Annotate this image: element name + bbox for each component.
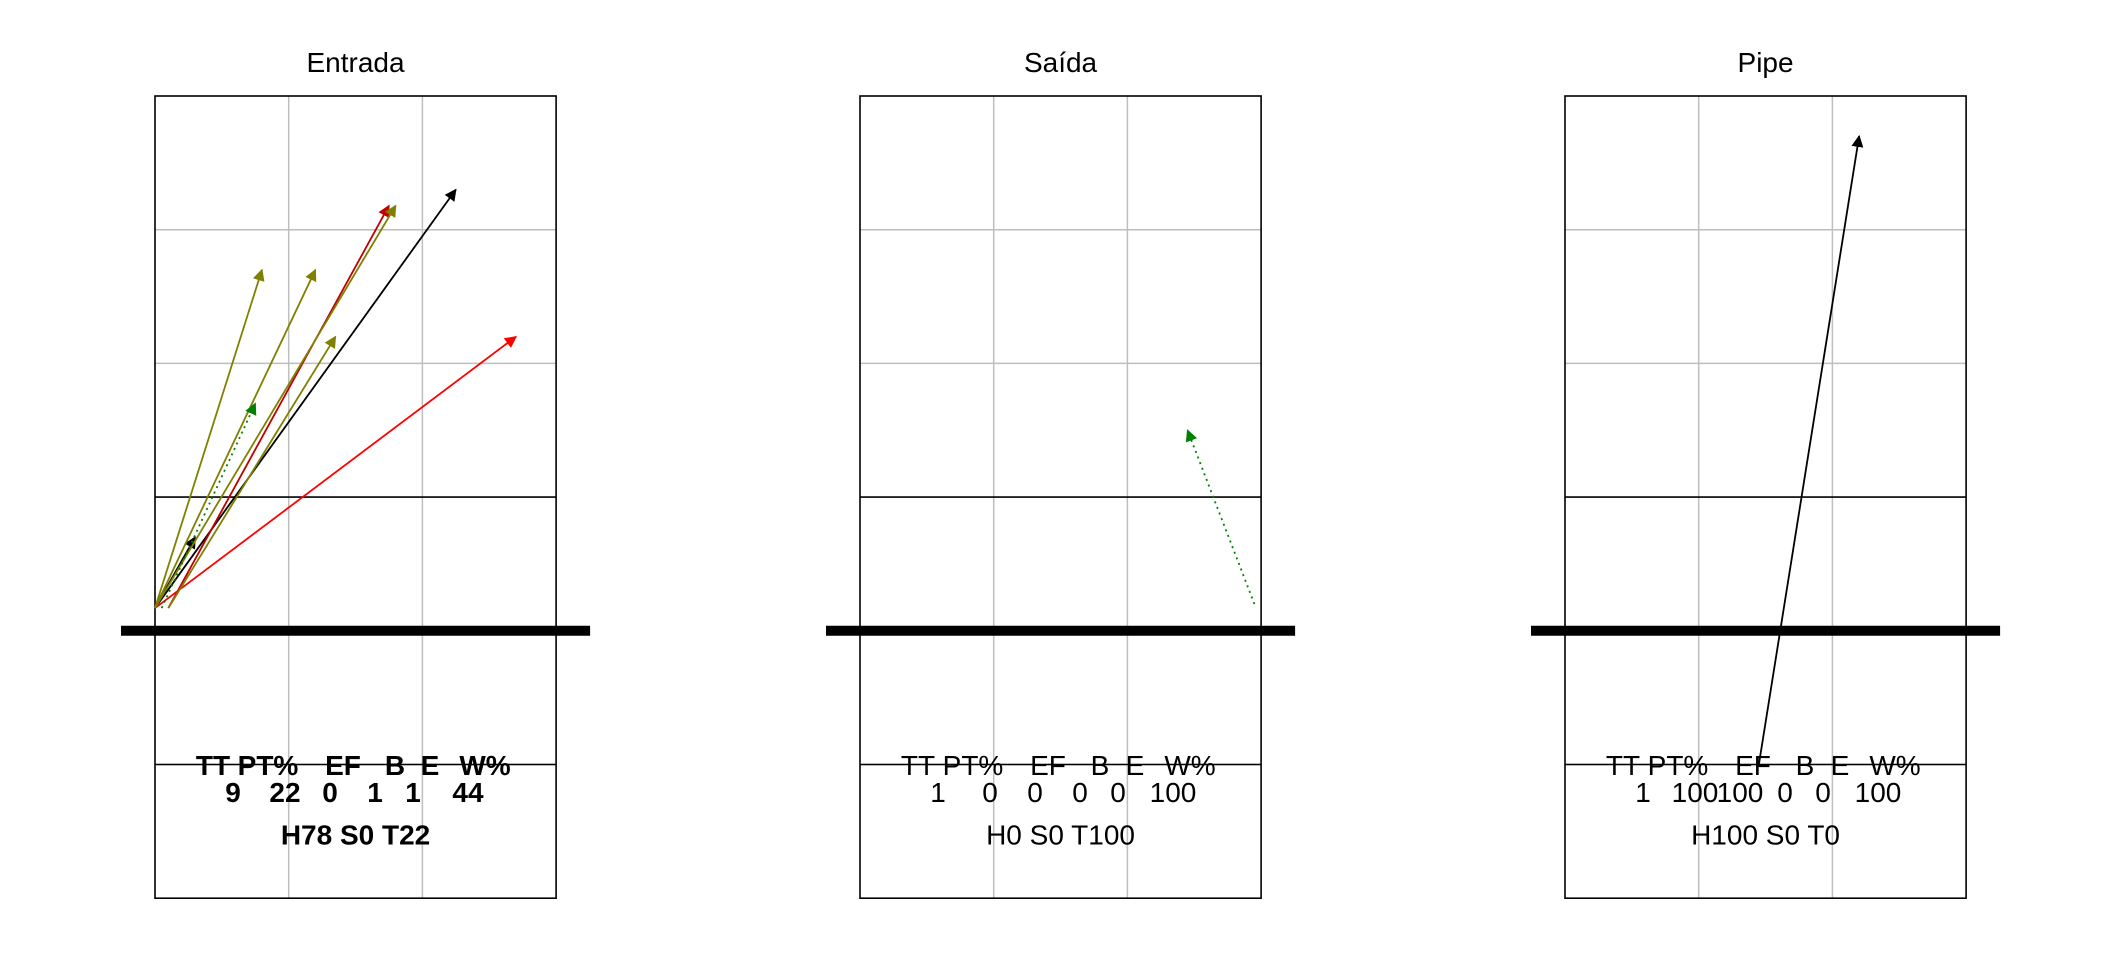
stat-summary: H0 S0 T100 bbox=[986, 820, 1135, 851]
panel-title: Saída bbox=[1024, 47, 1098, 78]
attack-arrow bbox=[154, 335, 517, 609]
court-border bbox=[1564, 95, 1967, 900]
stat-header: TT bbox=[901, 750, 935, 781]
stat-header: E bbox=[421, 750, 440, 781]
stat-value: 100 bbox=[1855, 777, 1902, 808]
stat-header: TT bbox=[1606, 750, 1640, 781]
stat-header: TT bbox=[196, 750, 230, 781]
stat-value: 1 bbox=[1635, 777, 1651, 808]
stat-value: 1 bbox=[405, 777, 421, 808]
stat-value: 0 bbox=[1777, 777, 1793, 808]
stat-header: B bbox=[385, 750, 405, 781]
stat-header: W% bbox=[1869, 750, 1920, 781]
stat-summary: H78 S0 T22 bbox=[281, 820, 430, 851]
court-border bbox=[154, 95, 557, 900]
stat-header: EF bbox=[1735, 750, 1771, 781]
stat-value: 0 bbox=[1815, 777, 1831, 808]
stat-value: 0 bbox=[322, 777, 338, 808]
attack-arrow bbox=[1757, 134, 1864, 765]
stat-value: 0 bbox=[982, 777, 998, 808]
attack-arrow bbox=[1185, 429, 1256, 605]
panel-title: Pipe bbox=[1738, 47, 1794, 78]
stat-header: B bbox=[1796, 750, 1815, 781]
attack-arrow bbox=[167, 335, 337, 609]
attack-arrow bbox=[154, 188, 457, 609]
panel-title: Entrada bbox=[307, 47, 405, 78]
stat-value: 100 bbox=[1672, 777, 1719, 808]
stat-value: 1 bbox=[367, 777, 383, 808]
stat-header: B bbox=[1091, 750, 1110, 781]
stat-value: 9 bbox=[225, 777, 241, 808]
attack-arrow bbox=[154, 204, 397, 609]
stat-header: PT% bbox=[1648, 750, 1709, 781]
stat-value: 0 bbox=[1110, 777, 1126, 808]
stat-value: 22 bbox=[269, 777, 300, 808]
stat-header: EF bbox=[325, 750, 361, 781]
attack-arrow bbox=[160, 402, 257, 609]
attack-arrow bbox=[154, 268, 317, 609]
stat-header: PT% bbox=[943, 750, 1004, 781]
stat-header: E bbox=[1126, 750, 1145, 781]
stat-value: 0 bbox=[1072, 777, 1088, 808]
court-border bbox=[859, 95, 1262, 900]
stat-header: PT% bbox=[238, 750, 299, 781]
stat-header: W% bbox=[1164, 750, 1215, 781]
attack-arrow bbox=[167, 204, 390, 609]
stat-value: 44 bbox=[452, 777, 484, 808]
stat-value: 100 bbox=[1717, 777, 1764, 808]
stat-header: EF bbox=[1030, 750, 1066, 781]
attack-arrow bbox=[154, 268, 265, 609]
stat-summary: H100 S0 T0 bbox=[1691, 820, 1840, 851]
stat-value: 1 bbox=[930, 777, 946, 808]
stat-header: W% bbox=[459, 750, 510, 781]
stat-header: E bbox=[1831, 750, 1850, 781]
stat-value: 100 bbox=[1150, 777, 1197, 808]
stat-value: 0 bbox=[1027, 777, 1043, 808]
